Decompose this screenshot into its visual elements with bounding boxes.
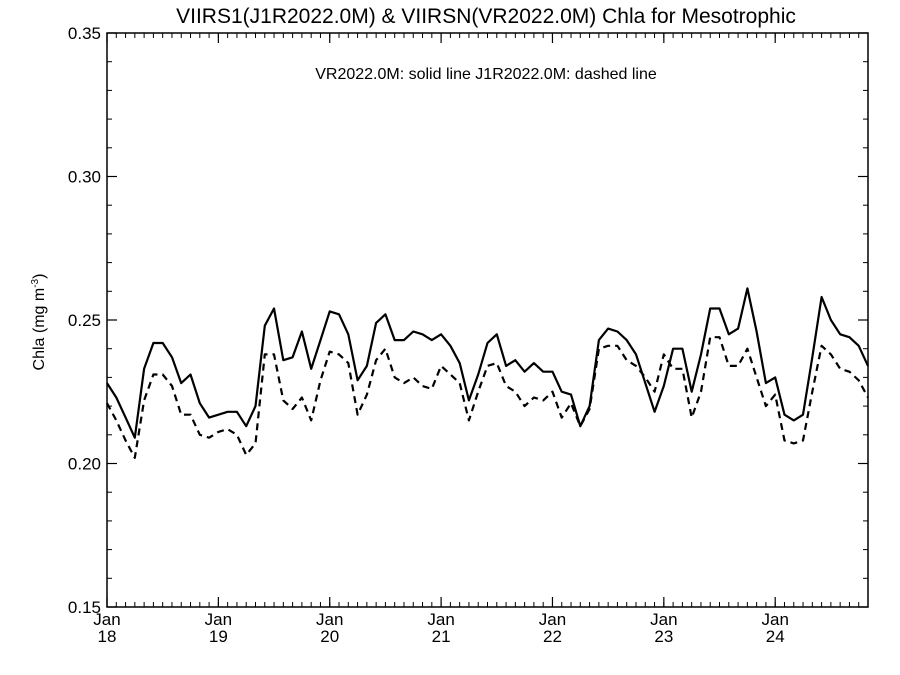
x-tick-label-month: Jan xyxy=(761,610,788,629)
x-tick-label-month: Jan xyxy=(539,610,566,629)
x-tick-label-month: Jan xyxy=(205,610,232,629)
x-tick-label-year: 20 xyxy=(320,627,339,646)
x-tick-label-year: 23 xyxy=(654,627,673,646)
x-tick-label-year: 21 xyxy=(432,627,451,646)
x-tick-label-year: 19 xyxy=(209,627,228,646)
y-axis-label: Chla (mg m-3) xyxy=(30,274,48,371)
y-axis-label-superscript: -3 xyxy=(30,278,41,287)
x-tick-label-month: Jan xyxy=(316,610,343,629)
axis-ticks: 0.150.200.250.300.35Jan18Jan19Jan20Jan21… xyxy=(68,24,869,646)
series-line-dashed-j1r2022 xyxy=(106,336,869,459)
y-tick-label: 0.35 xyxy=(68,24,101,43)
x-tick-label-year: 22 xyxy=(543,627,562,646)
y-tick-label: 0.30 xyxy=(68,168,101,187)
x-tick-label-month: Jan xyxy=(427,610,454,629)
y-axis-label-text: Chla (mg m xyxy=(31,288,48,371)
x-tick-label-year: 18 xyxy=(98,627,117,646)
x-tick-label-year: 24 xyxy=(766,627,785,646)
series-layer xyxy=(106,287,869,459)
y-axis-label-close: ) xyxy=(31,274,48,279)
plot-frame xyxy=(106,32,869,608)
series-line-solid-vr2022 xyxy=(106,287,869,439)
line-style-annotation: VR2022.0M: solid line J1R2022.0M: dashed… xyxy=(315,66,657,83)
x-tick-label-month: Jan xyxy=(650,610,677,629)
y-tick-label: 0.20 xyxy=(68,455,101,474)
y-tick-label: 0.25 xyxy=(68,311,101,330)
y-tick-label: 0.15 xyxy=(68,598,101,617)
x-tick-label-month: Jan xyxy=(93,610,120,629)
chart-title: VIIRS1(J1R2022.0M) & VIIRSN(VR2022.0M) C… xyxy=(176,5,796,28)
